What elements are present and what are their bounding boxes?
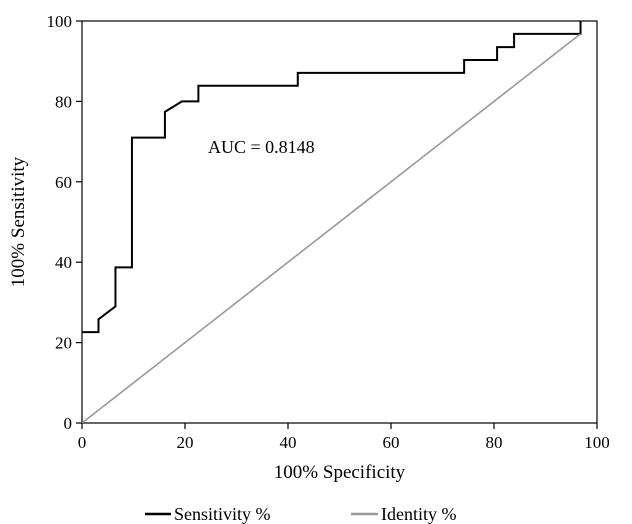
x-tick-label: 0 xyxy=(78,433,87,452)
x-tick-label: 60 xyxy=(383,433,400,452)
axis-ticks: 0 20 40 60 80 100 0 20 40 60 80 100 xyxy=(47,12,610,452)
legend-label-identity: Identity % xyxy=(381,504,456,524)
y-tick-label: 40 xyxy=(55,253,72,272)
auc-annotation: AUC = 0.8148 xyxy=(208,137,315,157)
plot-frame xyxy=(81,20,598,424)
y-axis-title: 100% Sensitivity xyxy=(8,156,29,287)
y-tick-label: 60 xyxy=(55,173,72,192)
y-tick-label: 0 xyxy=(64,414,73,433)
plot-area xyxy=(81,20,598,424)
identity-line xyxy=(81,33,582,424)
x-tick-label: 80 xyxy=(486,433,503,452)
y-tick-label: 20 xyxy=(55,334,72,353)
legend-label-sensitivity: Sensitivity % xyxy=(174,504,271,524)
legend: Sensitivity % Identity % xyxy=(145,504,456,524)
y-tick-label: 100 xyxy=(47,12,73,31)
sensitivity-curve xyxy=(82,21,582,334)
y-tick-label: 80 xyxy=(55,92,72,111)
x-tick-label: 40 xyxy=(280,433,297,452)
x-axis-title: 100% Specificity xyxy=(274,462,406,483)
x-tick-label: 100 xyxy=(584,433,610,452)
x-tick-label: 20 xyxy=(177,433,194,452)
